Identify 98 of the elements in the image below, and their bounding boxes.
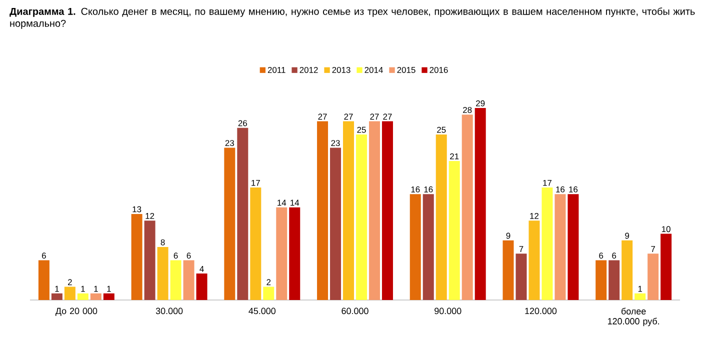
x-tick-label: 120.000 bbox=[525, 308, 557, 314]
bar bbox=[317, 121, 328, 300]
bar bbox=[622, 240, 633, 300]
data-label: 27 bbox=[370, 114, 379, 120]
data-label: 23 bbox=[225, 140, 234, 146]
data-label: 14 bbox=[290, 200, 300, 206]
data-label: 25 bbox=[357, 126, 366, 133]
bar bbox=[103, 293, 114, 300]
data-label: 12 bbox=[146, 212, 154, 219]
bar bbox=[38, 260, 50, 300]
bar bbox=[77, 293, 88, 300]
legend-label: 2014 bbox=[364, 66, 383, 73]
data-label: 8 bbox=[160, 239, 165, 246]
bar bbox=[568, 194, 579, 300]
legend-label: 2011 bbox=[268, 66, 286, 73]
data-label: 21 bbox=[450, 153, 459, 160]
data-label: 7 bbox=[651, 246, 655, 252]
bar bbox=[634, 293, 646, 300]
data-label: 6 bbox=[599, 252, 604, 259]
bar bbox=[554, 194, 566, 300]
x-tick-label: До 20 000 bbox=[55, 308, 98, 316]
bar bbox=[516, 254, 527, 300]
data-label: 25 bbox=[437, 126, 446, 133]
bar bbox=[542, 187, 553, 300]
data-label: 6 bbox=[42, 252, 46, 259]
data-label: 9 bbox=[506, 232, 510, 239]
data-label: 16 bbox=[411, 186, 420, 192]
bar bbox=[51, 293, 62, 300]
data-label: 29 bbox=[476, 100, 485, 106]
bar bbox=[648, 254, 659, 300]
bar bbox=[608, 260, 620, 300]
data-label: 1 bbox=[55, 286, 59, 292]
data-label: 1 bbox=[107, 286, 111, 292]
data-label: 27 bbox=[318, 114, 327, 120]
data-label: 17 bbox=[252, 180, 260, 186]
bar bbox=[462, 114, 473, 300]
data-label: 2 bbox=[68, 279, 72, 286]
data-label: 10 bbox=[662, 226, 670, 232]
data-label: 6 bbox=[174, 252, 178, 259]
legend-label: 2015 bbox=[397, 66, 416, 73]
data-label: 16 bbox=[556, 186, 565, 192]
x-tick-label: 30.000 bbox=[156, 308, 183, 314]
data-label: 7 bbox=[519, 246, 524, 252]
legend-label: 2013 bbox=[332, 66, 350, 73]
bar bbox=[528, 220, 540, 300]
data-label: 17 bbox=[543, 180, 552, 186]
bar bbox=[448, 160, 460, 300]
bar bbox=[330, 148, 342, 300]
bar bbox=[422, 194, 434, 300]
bar bbox=[263, 286, 274, 300]
bar bbox=[502, 240, 514, 300]
bar bbox=[157, 247, 168, 300]
bar bbox=[276, 207, 288, 300]
bar bbox=[356, 134, 367, 300]
data-label: 14 bbox=[278, 200, 286, 206]
data-label: 23 bbox=[331, 140, 340, 146]
bar bbox=[289, 207, 300, 300]
data-label: 27 bbox=[344, 114, 353, 120]
data-label: 1 bbox=[94, 286, 98, 292]
chart-title: Диаграмма 1. Сколько денег в месяц, по вашему мнению, нужно семье из трех человек, проживающих в вашем населенном пункте, чтобы жить нормально? bbox=[10, 8, 695, 29]
data-label: 6 bbox=[612, 252, 616, 259]
data-label: 16 bbox=[569, 186, 578, 192]
data-label: 13 bbox=[132, 206, 142, 212]
x-tick-label: 90.000 bbox=[434, 308, 462, 314]
data-label: 9 bbox=[625, 232, 630, 239]
data-label: 26 bbox=[238, 120, 247, 126]
data-label: 28 bbox=[463, 106, 472, 113]
bar bbox=[183, 260, 194, 300]
x-tick-label: 45.000 bbox=[248, 308, 276, 314]
bar bbox=[224, 148, 236, 300]
bar bbox=[250, 187, 262, 300]
bar bbox=[368, 121, 380, 300]
bar bbox=[660, 234, 672, 300]
bar bbox=[170, 260, 182, 300]
x-tick-label: более 120.000 руб. bbox=[608, 308, 659, 326]
bar bbox=[64, 286, 76, 300]
bar bbox=[144, 220, 156, 300]
bar bbox=[474, 108, 486, 300]
bar bbox=[410, 194, 421, 300]
bar bbox=[436, 134, 447, 300]
legend-label: 2016 bbox=[430, 66, 448, 73]
bar bbox=[343, 121, 354, 300]
bar bbox=[90, 293, 102, 300]
data-label: 16 bbox=[424, 186, 433, 192]
data-label: 12 bbox=[530, 212, 539, 219]
bar bbox=[237, 128, 248, 300]
bar bbox=[131, 214, 142, 300]
x-tick-label: 60.000 bbox=[342, 308, 368, 314]
legend-label: 2012 bbox=[300, 66, 318, 73]
bar bbox=[596, 260, 607, 300]
data-label: 1 bbox=[81, 286, 85, 292]
data-label: 1 bbox=[638, 286, 642, 292]
data-label: 2 bbox=[266, 279, 271, 286]
bar bbox=[196, 274, 208, 300]
bar bbox=[382, 121, 393, 300]
data-label: 27 bbox=[383, 114, 392, 120]
data-label: 4 bbox=[200, 266, 204, 272]
data-label: 6 bbox=[186, 252, 191, 259]
